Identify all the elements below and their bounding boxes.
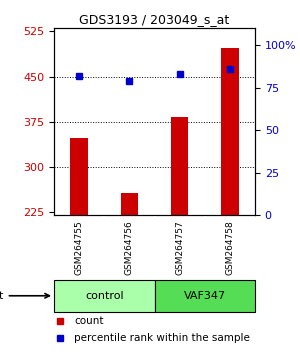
Text: count: count	[74, 316, 103, 326]
Text: GSM264757: GSM264757	[175, 220, 184, 275]
Text: control: control	[85, 291, 124, 301]
Bar	[121, 193, 138, 215]
Text: GSM264758: GSM264758	[225, 220, 234, 275]
Text: VAF347: VAF347	[184, 291, 226, 301]
FancyBboxPatch shape	[154, 280, 255, 312]
Text: percentile rank within the sample: percentile rank within the sample	[74, 333, 250, 343]
Text: GSM264755: GSM264755	[75, 220, 84, 275]
Bar	[221, 48, 239, 215]
FancyBboxPatch shape	[54, 280, 154, 312]
Title: GDS3193 / 203049_s_at: GDS3193 / 203049_s_at	[80, 13, 230, 26]
Bar	[171, 117, 188, 215]
Text: GSM264756: GSM264756	[125, 220, 134, 275]
Bar	[70, 138, 88, 215]
Text: agent: agent	[0, 291, 50, 301]
